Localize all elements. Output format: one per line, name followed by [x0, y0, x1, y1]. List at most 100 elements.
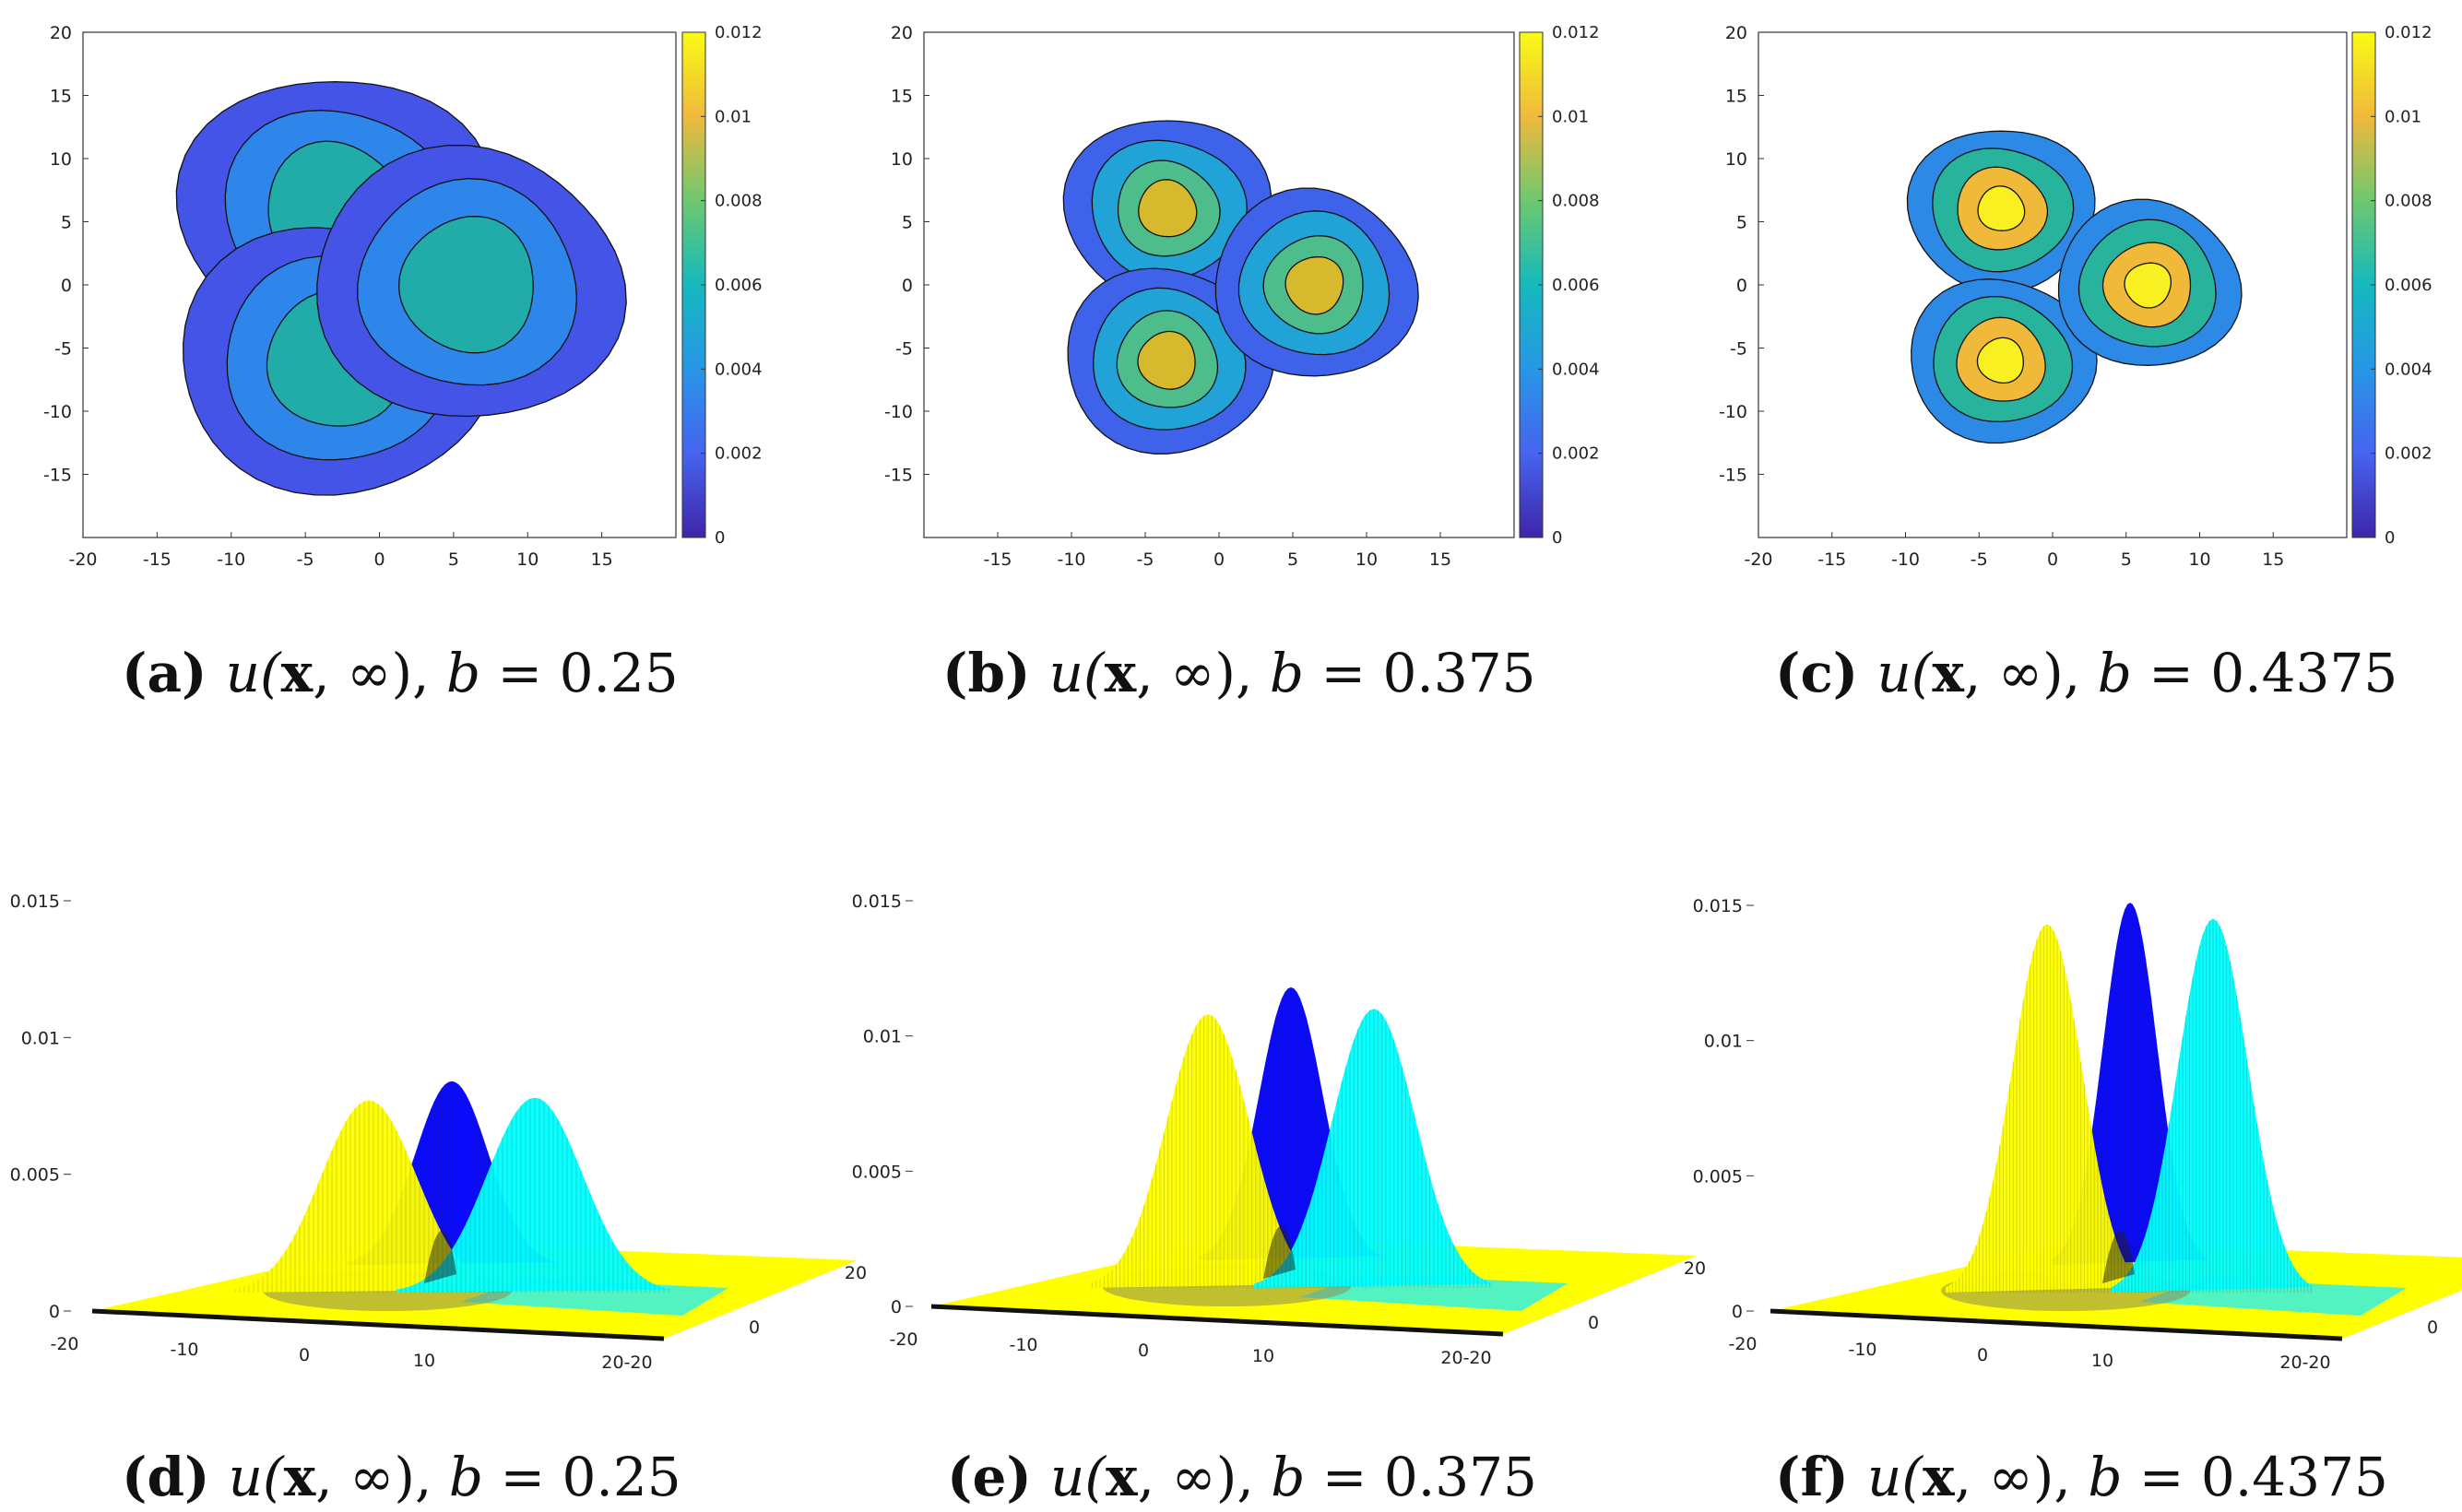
z-tick-label: 0.015	[1693, 896, 1743, 916]
colorbar-tick-label: 0.004	[1552, 360, 1600, 379]
colorbar-tick-label: 0.006	[2385, 276, 2432, 295]
y-tick-label: 20	[1725, 23, 1747, 43]
caption-b: b	[446, 642, 480, 704]
caption-b: b	[1271, 1446, 1305, 1508]
x-tick-label: 5	[2121, 549, 2132, 570]
x-tick-label: -5	[1137, 549, 1154, 570]
caption-inf: , ∞),	[1955, 1446, 2089, 1508]
caption-x: x	[1923, 1446, 1955, 1508]
y-tick-label: 5	[1736, 213, 1747, 233]
colorbar-tick-label: 0.006	[1552, 276, 1600, 295]
caption-label: (a)	[122, 642, 226, 704]
y-tick-label: 15	[891, 87, 913, 107]
x-tick-label: 0	[2047, 549, 2058, 570]
colorbar-tick-label: 0	[715, 528, 725, 548]
surface-peak	[2112, 918, 2314, 1293]
caption-value: = 0.25	[483, 1446, 681, 1508]
colorbar-tick-label: 0.004	[715, 360, 763, 379]
x-tick-label: 10	[413, 1351, 435, 1371]
caption-a: (a) u(x, ∞), b = 0.25	[122, 642, 679, 704]
y-tick-label: 5	[61, 213, 72, 233]
colorbar-tick-label: 0.008	[715, 192, 763, 211]
caption-b: b	[1270, 642, 1304, 704]
y-tick-label: 20	[845, 1263, 867, 1283]
caption-inf: , ∞),	[313, 642, 446, 704]
caption-x: x	[1932, 642, 1964, 704]
colorbar-tick-label: 0.002	[715, 444, 763, 464]
surface-peak	[397, 1097, 673, 1293]
contour-band	[397, 216, 534, 354]
y-tick-label: -15	[884, 466, 913, 486]
z-tick-label: 0.01	[21, 1028, 60, 1048]
floor-edge	[930, 1304, 1504, 1337]
y-tick-label: 10	[50, 149, 72, 170]
y-tick-label: 20	[50, 23, 72, 43]
x-tick-label: -10	[1848, 1340, 1876, 1360]
caption-inf: , ∞),	[315, 1446, 449, 1508]
y-tick-label: 20	[891, 23, 913, 43]
caption-label: (e)	[947, 1446, 1050, 1508]
x-tick-label: -10	[1057, 549, 1085, 570]
y-tick-label: -5	[1730, 339, 1747, 360]
floor-edge	[1770, 1308, 2343, 1341]
caption-f: (f) u(x, ∞), b = 0.4375	[1775, 1446, 2388, 1508]
caption-value: = 0.375	[1304, 642, 1536, 704]
z-tick-label: 0.015	[10, 892, 60, 912]
surface-peak	[1088, 1014, 1328, 1288]
y-tick-label: 20	[1684, 1258, 1706, 1279]
contour-band	[1137, 330, 1196, 390]
colorbar-tick-label: 0.012	[1552, 23, 1600, 42]
y-tick-label: 0	[749, 1317, 760, 1338]
z-tick-label: 0.005	[10, 1165, 60, 1186]
y-tick-label: 0	[2427, 1317, 2438, 1338]
overlap-shadow	[1263, 1225, 1296, 1279]
contour-panel-a: -20 -15 -10 -5 0 5 10 15 20 15 10 5 0 -5 -10 -15 0.012 0.…	[43, 23, 763, 570]
x-tick-label: -20	[1728, 1334, 1757, 1354]
z-tick-label: 0	[1732, 1302, 1743, 1322]
z-tick-label: 0	[49, 1302, 60, 1322]
x-tick-label: -20	[889, 1329, 917, 1350]
caption-d: (d) u(x, ∞), b = 0.25	[122, 1446, 681, 1508]
x-tick-label: 0	[1138, 1341, 1149, 1361]
caption-b: b	[2088, 1446, 2122, 1508]
contour-band	[2124, 262, 2172, 309]
x-tick-label: -10	[1009, 1335, 1037, 1355]
x-tick-label: -20	[1744, 549, 1772, 570]
z-tick-label: 0	[891, 1297, 902, 1317]
surface-panel-e: 0.015 0.01 0.005 0 -20 -10 0 10 20-20 0 20	[852, 892, 1707, 1368]
z-tick-label: 0.005	[1693, 1166, 1743, 1187]
surface-peak	[1254, 1009, 1494, 1288]
x-tick-label: 10	[2091, 1351, 2113, 1371]
y-tick-label: 10	[1725, 149, 1747, 170]
floor-edge	[91, 1308, 665, 1341]
x-tick-label: 5	[1287, 549, 1298, 570]
caption-x: x	[281, 642, 314, 704]
x-tick-label: 0	[373, 549, 385, 570]
colorbar-tick-label: 0	[2385, 528, 2395, 548]
x-tick-label: 20-20	[2279, 1353, 2330, 1373]
colorbar-tick-label: 0.01	[1552, 107, 1589, 126]
surface-peak	[1946, 924, 2148, 1293]
z-tick-label: 0.005	[852, 1162, 902, 1182]
x-tick-label: 15	[591, 549, 613, 570]
caption-b: b	[449, 1446, 483, 1508]
caption-u: u(	[1050, 1446, 1107, 1508]
contour-band	[1138, 179, 1198, 238]
x-tick-label: -5	[1971, 549, 1988, 570]
colorbar-tick-label: 0.002	[2385, 444, 2432, 464]
caption-b: b	[2098, 642, 2132, 704]
caption-label: (d)	[122, 1446, 229, 1508]
y-tick-label: 0	[61, 276, 72, 296]
x-tick-label: -15	[1817, 549, 1846, 570]
caption-u: u(	[229, 1446, 285, 1508]
caption-inf: , ∞),	[1964, 642, 2098, 704]
caption-label: (b)	[942, 642, 1049, 704]
x-tick-label: -15	[983, 549, 1012, 570]
contour-band	[1977, 185, 2026, 231]
y-tick-label: 0	[1588, 1313, 1599, 1333]
y-tick-label: -5	[54, 339, 72, 360]
x-tick-label: 5	[448, 549, 459, 570]
colorbar-tick-label: 0.004	[2385, 360, 2432, 379]
x-tick-label: 0	[299, 1345, 310, 1365]
